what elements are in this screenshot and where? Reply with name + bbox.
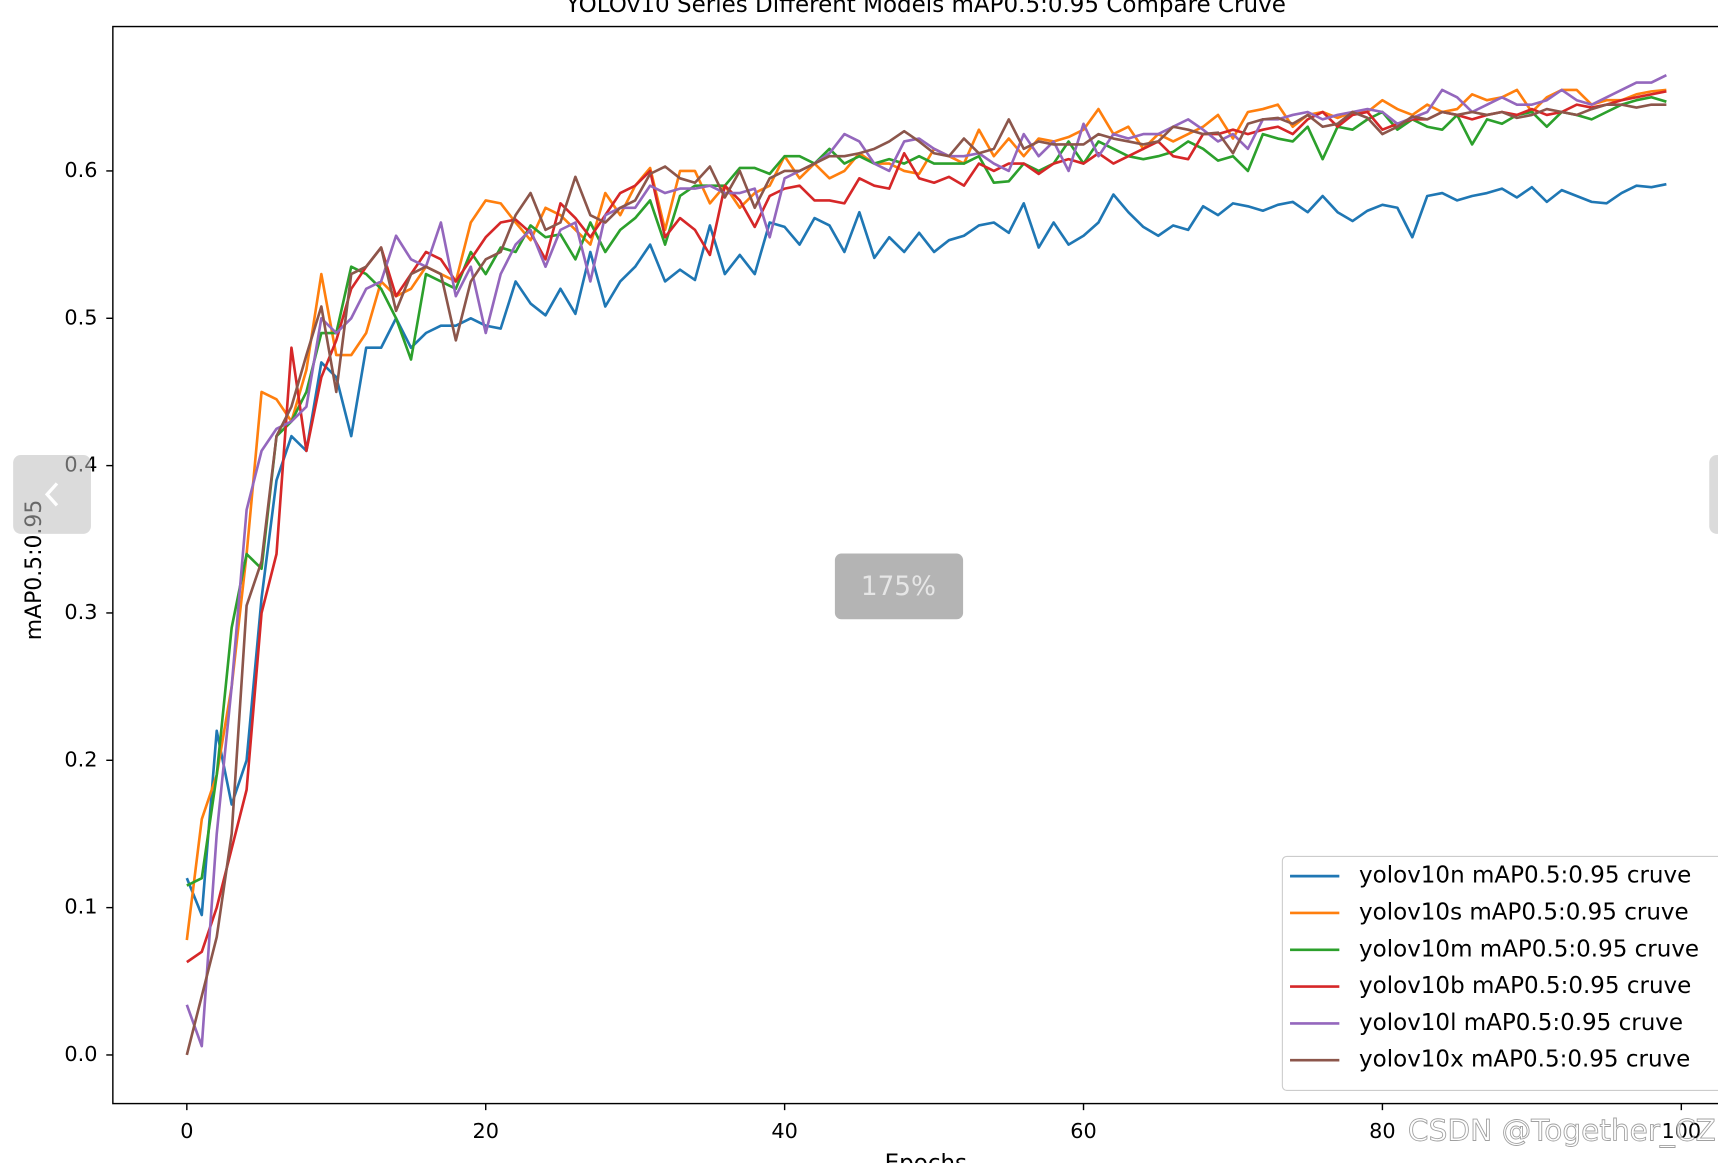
y-tick-label: 0.3 — [64, 600, 97, 624]
y-tick-label: 0.2 — [64, 747, 97, 771]
series-line — [185, 73, 1667, 1048]
legend-label: yolov10s mAP0.5:0.95 cruve — [1359, 899, 1689, 925]
x-axis-label: Epochs — [885, 1150, 967, 1163]
legend-box — [1281, 855, 1718, 1091]
legend-label: yolov10x mAP0.5:0.95 cruve — [1359, 1047, 1690, 1073]
x-tick-label: 20 — [472, 1119, 498, 1143]
prev-button[interactable] — [13, 454, 91, 534]
legend-label: yolov10l mAP0.5:0.95 cruve — [1359, 1010, 1683, 1036]
series-line — [186, 90, 1667, 964]
x-tick-label: 60 — [1070, 1119, 1096, 1143]
watermark: CSDN @Together_CZ — [1408, 1114, 1716, 1148]
x-tick-label: 40 — [771, 1119, 797, 1143]
viewer-overlay: 175% CSDN @Together_CZ — [13, 454, 1718, 1148]
zoom-badge — [834, 553, 964, 620]
x-tick-label: 0 — [180, 1119, 193, 1143]
axes-frame — [112, 25, 1718, 1105]
x-tick-label: 80 — [1369, 1119, 1395, 1143]
y-tick-label: 0.6 — [64, 158, 97, 182]
plot-area: 0.00.10.20.30.40.50.6020406080100yolov10… — [64, 25, 1718, 1143]
legend: yolov10n mAP0.5:0.95 cruve yolov10s mAP0.… — [1281, 855, 1718, 1091]
series-line — [185, 103, 1667, 1056]
series-line — [185, 182, 1667, 917]
y-tick-label: 0.0 — [64, 1042, 97, 1066]
chart-title: YOLOv10 Series Different Models mAP0.5:0… — [565, 0, 1286, 18]
y-tick-label: 0.5 — [64, 305, 97, 329]
y-tick-label: 0.1 — [64, 895, 97, 919]
legend-label: yolov10n mAP0.5:0.95 cruve — [1359, 863, 1691, 889]
series-line — [186, 95, 1667, 887]
legend-label: yolov10b mAP0.5:0.95 cruve — [1359, 973, 1691, 999]
zoom-label: 175% — [861, 572, 936, 602]
next-button[interactable] — [1709, 454, 1718, 534]
prev-icon — [44, 482, 59, 507]
legend-label: yolov10m mAP0.5:0.95 cruve — [1359, 936, 1699, 962]
x-tick-label: 100 — [1661, 1119, 1701, 1143]
